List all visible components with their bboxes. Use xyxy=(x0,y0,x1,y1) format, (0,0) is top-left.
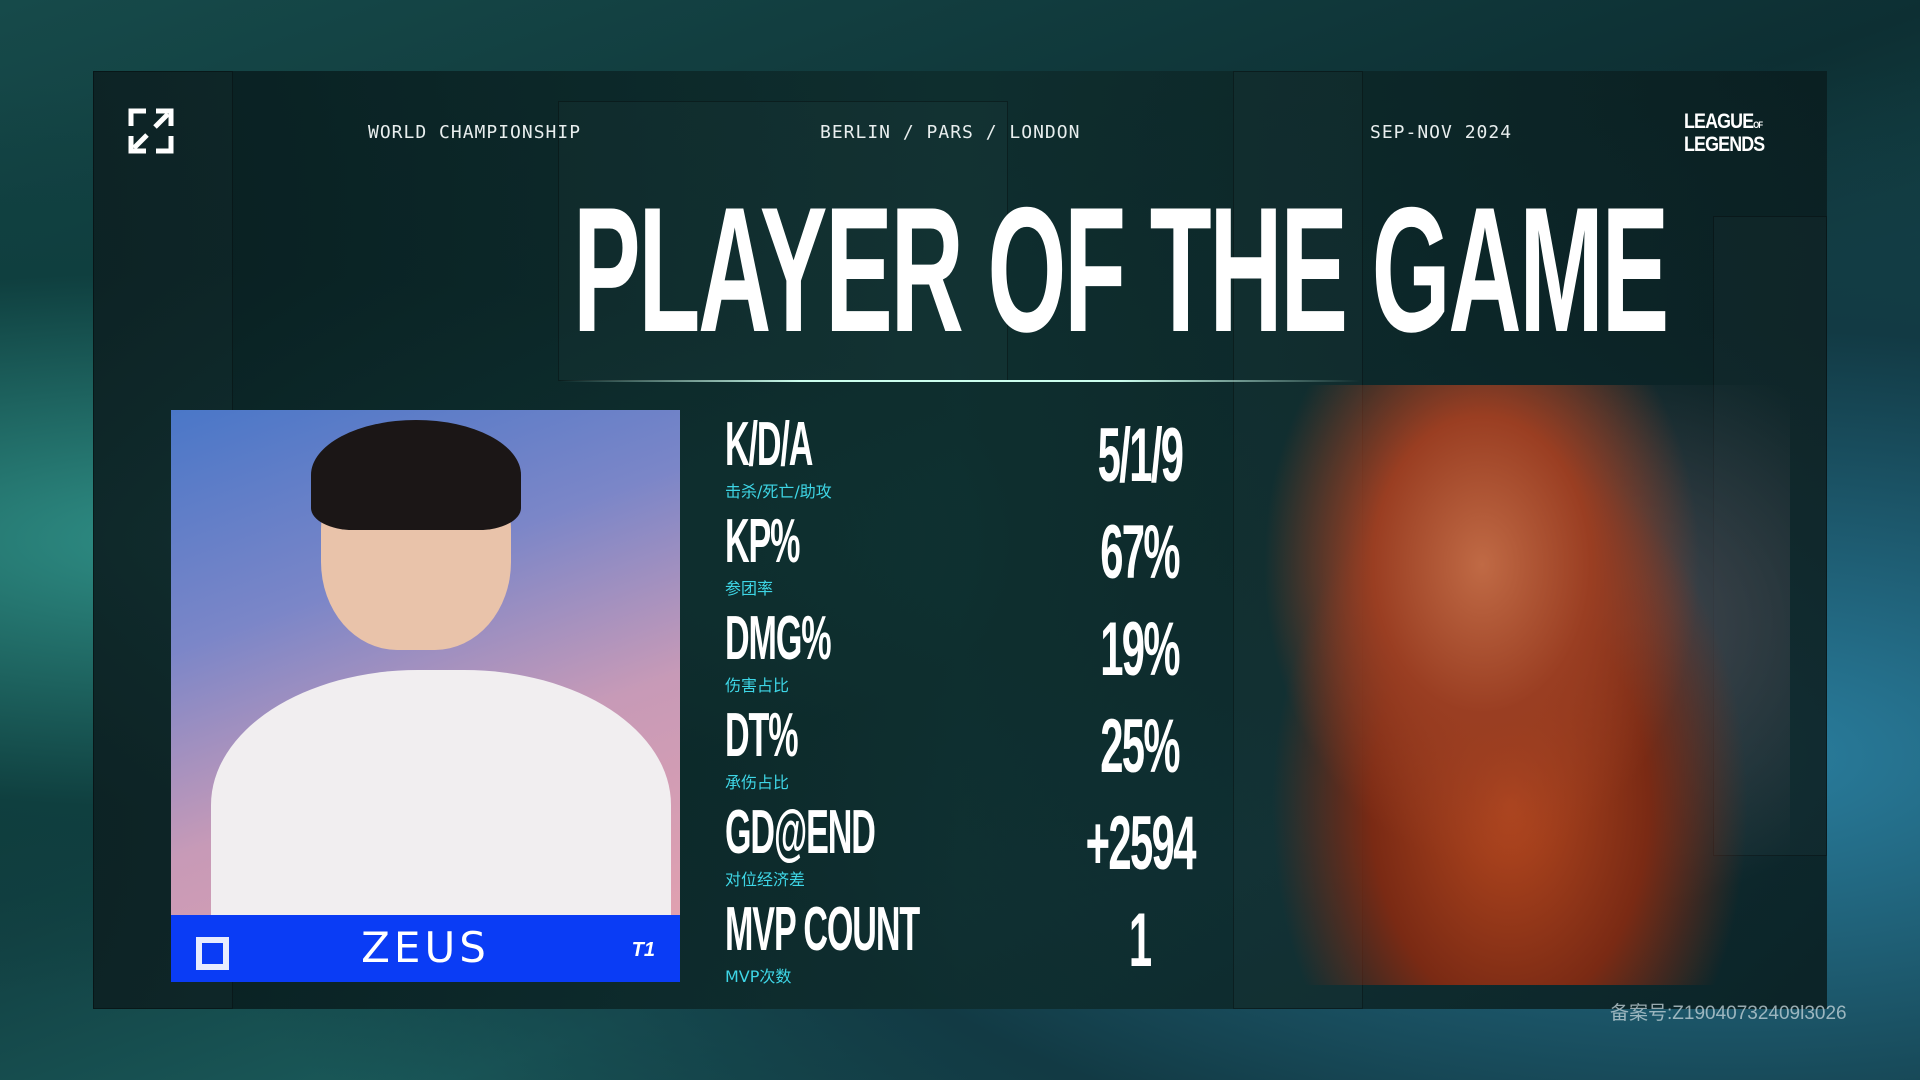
stat-value-text: 67% xyxy=(1100,510,1181,595)
player-hair xyxy=(311,420,521,530)
champion-splash-art xyxy=(1230,385,1790,985)
expand-arrows-icon xyxy=(128,108,174,154)
stat-sublabel: 参团率 xyxy=(725,579,774,598)
logo-text: OF xyxy=(1753,120,1763,130)
player-photo xyxy=(171,410,680,915)
square-icon xyxy=(196,937,229,970)
stat-sublabel: MVP次数 xyxy=(725,967,792,986)
logo-text: LEGENDS xyxy=(1684,133,1765,156)
stat-label: MVP COUNT xyxy=(725,895,920,964)
event-name: WORLD CHAMPIONSHIP xyxy=(368,122,582,143)
stat-label: K/D/A xyxy=(725,410,813,479)
divider xyxy=(560,380,1360,382)
player-shirt xyxy=(211,670,671,915)
stat-value-text: 1 xyxy=(1129,898,1152,983)
stat-row: GD@END 对位经济差 +2594 xyxy=(725,802,1245,899)
player-name: ZEUS xyxy=(361,923,490,972)
stat-sublabel: 击杀/死亡/助攻 xyxy=(725,482,832,501)
stat-value-text: 5/1/9 xyxy=(1097,413,1184,498)
league-of-legends-logo: LEAGUEOF LEGENDS xyxy=(1684,110,1765,156)
stat-label: DMG% xyxy=(725,604,832,673)
stat-label: GD@END xyxy=(725,798,876,867)
event-cities: BERLIN / PARS / LONDON xyxy=(820,122,1081,143)
logo-text: LEAGUE xyxy=(1684,110,1754,133)
stat-value-text: +2594 xyxy=(1085,801,1196,886)
stat-row: DMG% 伤害占比 19% xyxy=(725,608,1245,705)
stat-row: KP% 参团率 67% xyxy=(725,511,1245,608)
stat-sublabel: 伤害占比 xyxy=(725,676,790,695)
stat-row: DT% 承伤占比 25% xyxy=(725,705,1245,802)
team-logo-icon: T1 xyxy=(631,939,655,961)
stat-sublabel: 承伤占比 xyxy=(725,773,790,792)
stat-row: K/D/A 击杀/死亡/助攻 5/1/9 xyxy=(725,414,1245,511)
stat-row: MVP COUNT MVP次数 1 xyxy=(725,899,1245,996)
stat-value-text: 25% xyxy=(1100,704,1181,789)
event-dates: SEP-NOV 2024 xyxy=(1370,122,1513,143)
registration-watermark: 备案号:Z19040732409l3026 xyxy=(1610,1003,1847,1024)
stat-value-text: 19% xyxy=(1100,607,1181,692)
player-nameplate: ZEUS T1 xyxy=(171,915,680,982)
stat-label: DT% xyxy=(725,701,799,770)
page-title: PLAYER OF THE GAME xyxy=(573,181,1669,359)
stat-label: KP% xyxy=(725,507,800,576)
stat-sublabel: 对位经济差 xyxy=(725,870,806,889)
